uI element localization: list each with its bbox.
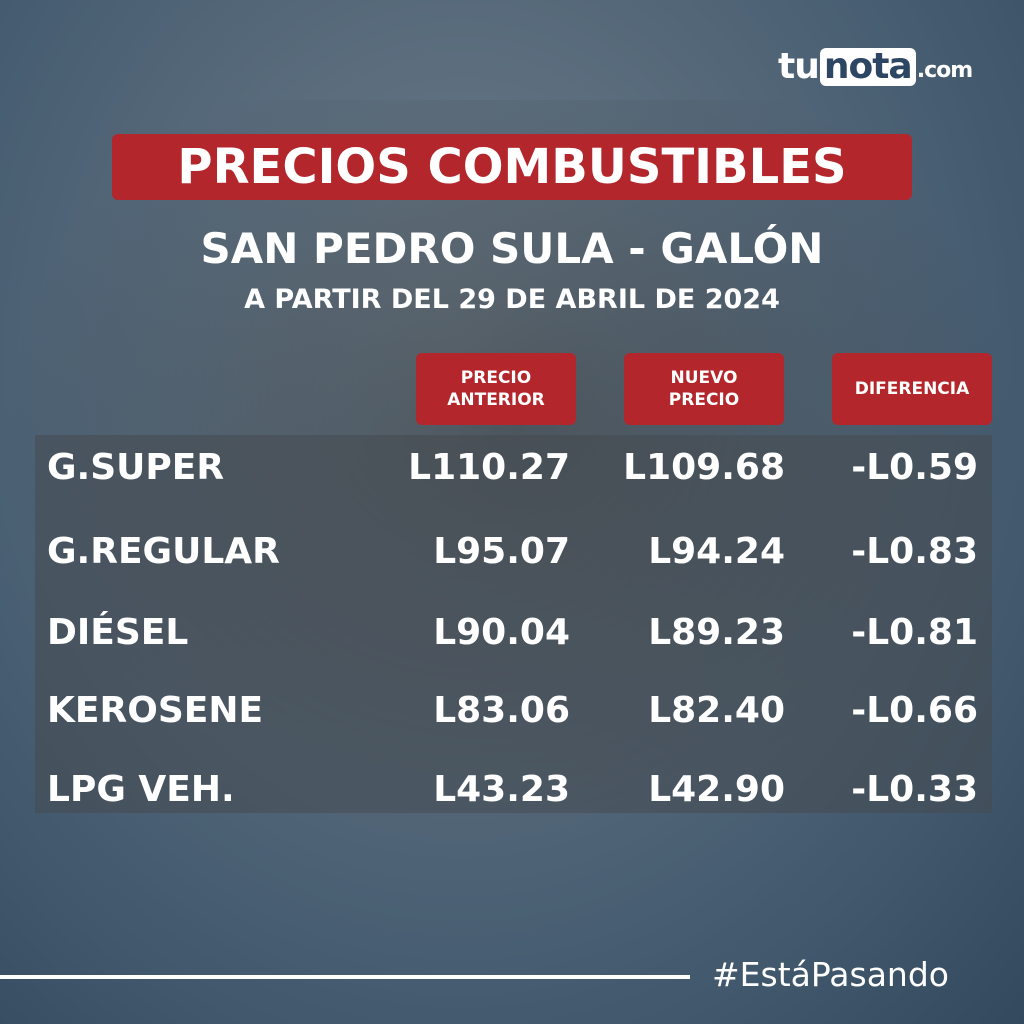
date-line: A PARTIR DEL 29 DE ABRIL DE 2024	[244, 284, 780, 315]
hashtag: #EstáPasando	[712, 955, 949, 994]
price-cell: L83.06	[433, 690, 570, 731]
price-cell: -L0.59	[851, 447, 978, 488]
logo-text: nota	[819, 47, 916, 86]
row-label: DIÉSEL	[47, 612, 189, 653]
title-box	[112, 134, 912, 200]
title: PRECIOS COMBUSTIBLES	[177, 139, 847, 195]
row-label: KEROSENE	[47, 690, 264, 731]
price-cell: L95.07	[433, 531, 570, 572]
logo-text: .com	[916, 58, 973, 83]
column-header: PRECIO ANTERIOR	[416, 353, 576, 425]
price-cell: L94.24	[648, 531, 785, 572]
logo-text: tu	[778, 46, 820, 87]
price-cell: L82.40	[648, 690, 785, 731]
row-label: G.SUPER	[47, 447, 225, 488]
price-cell: L110.27	[408, 447, 570, 488]
footer-line	[0, 975, 690, 979]
price-cell: L89.23	[648, 612, 785, 653]
price-cell: L43.23	[433, 769, 570, 810]
row-label: LPG VEH.	[47, 769, 235, 810]
price-cell: L42.90	[648, 769, 785, 810]
column-header: DIFERENCIA	[832, 353, 992, 425]
subtitle: SAN PEDRO SULA - GALÓN	[200, 224, 824, 273]
row-label: G.REGULAR	[47, 531, 280, 572]
price-cell: -L0.33	[851, 769, 978, 810]
price-cell: -L0.83	[851, 531, 978, 572]
table-panel	[35, 435, 992, 813]
logo: tu nota .com	[778, 46, 973, 87]
price-cell: -L0.66	[851, 690, 978, 731]
price-cell: L109.68	[623, 447, 785, 488]
price-cell: L90.04	[433, 612, 570, 653]
column-header: NUEVO PRECIO	[624, 353, 784, 425]
price-cell: -L0.81	[851, 612, 978, 653]
